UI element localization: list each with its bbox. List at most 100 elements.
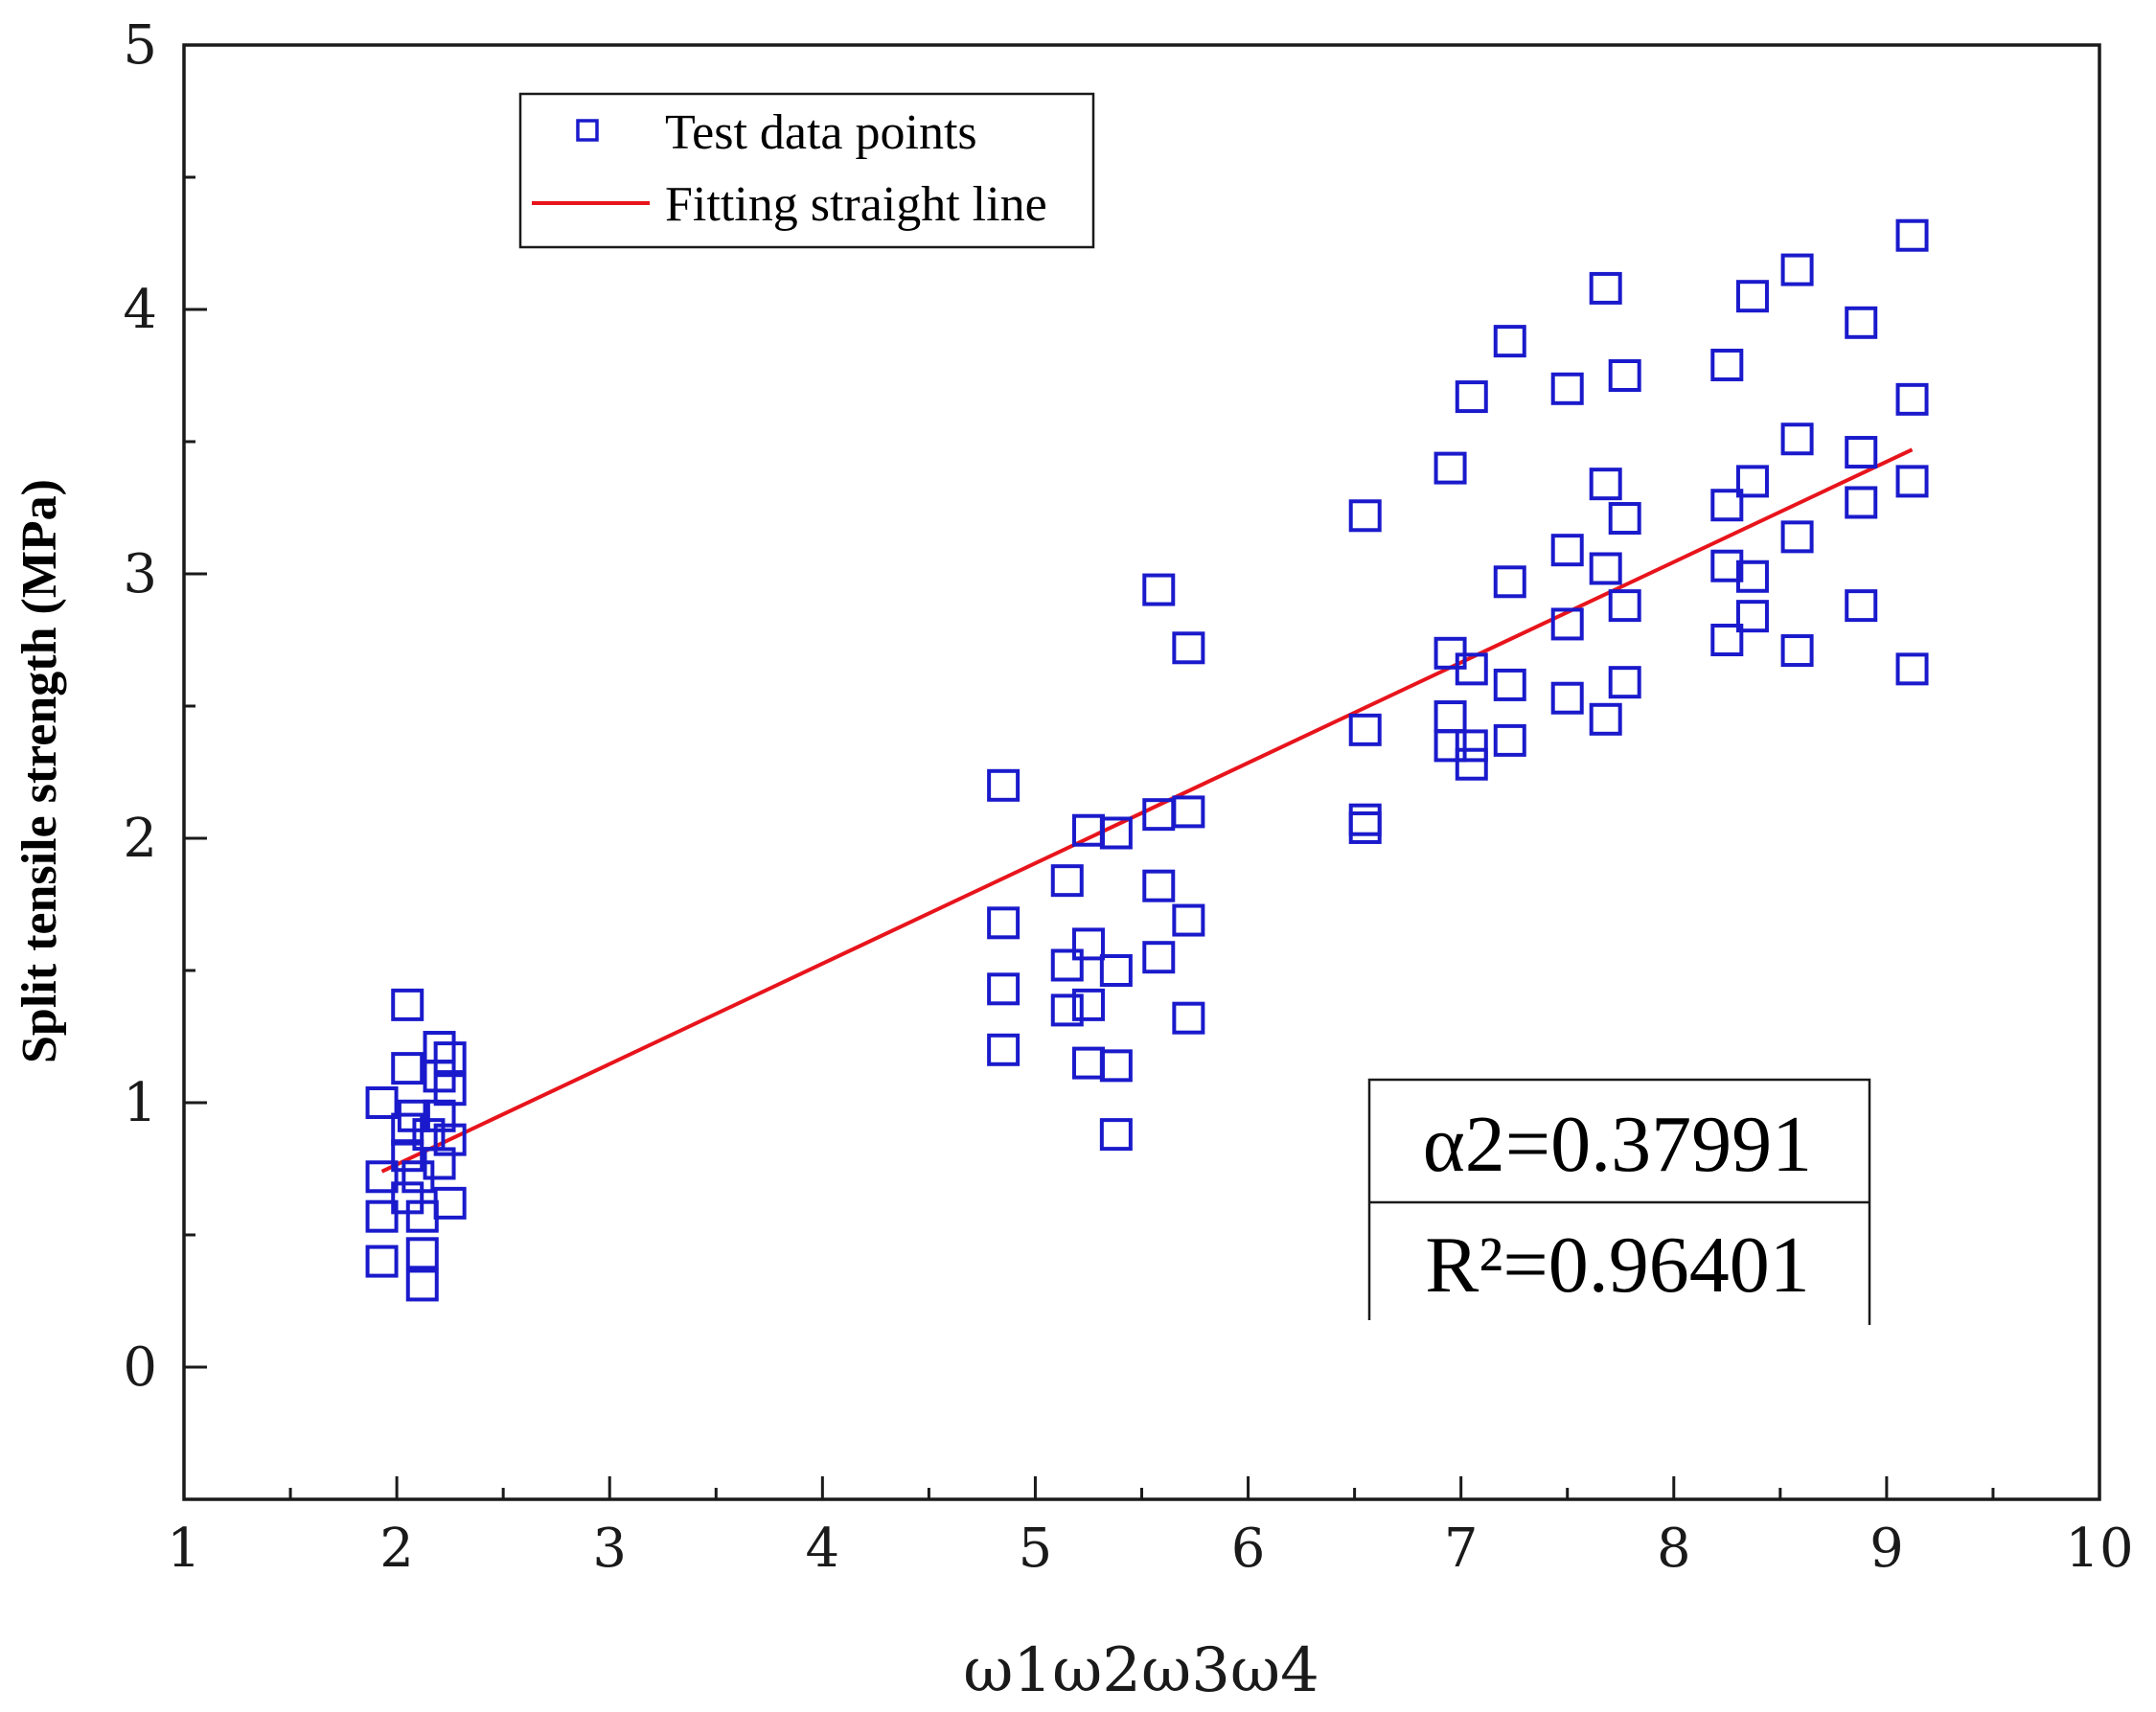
data-point bbox=[987, 972, 1021, 1006]
data-point bbox=[1845, 589, 1878, 623]
data-point bbox=[1735, 600, 1769, 633]
data-point bbox=[1608, 502, 1641, 536]
data-point bbox=[1589, 702, 1622, 736]
data-point bbox=[433, 1073, 467, 1107]
data-point bbox=[1780, 634, 1814, 668]
data-point bbox=[1434, 729, 1467, 763]
data-point bbox=[987, 906, 1021, 940]
x-tick-label: 1 bbox=[167, 1518, 201, 1580]
x-axis-ticks: 1 2 3 4 5 6 7 8 9 10 bbox=[167, 1476, 2134, 1580]
x-axis-title: ω1ω2ω3ω4 bbox=[963, 1635, 1319, 1706]
data-point bbox=[1895, 652, 1929, 686]
y-tick-label: 4 bbox=[123, 279, 157, 341]
data-point bbox=[1735, 280, 1769, 313]
legend-label-test-data: Test data points bbox=[665, 105, 977, 160]
data-point bbox=[423, 1099, 456, 1132]
data-point bbox=[1493, 723, 1526, 757]
data-point bbox=[987, 1033, 1021, 1066]
data-point bbox=[1845, 486, 1878, 519]
data-point bbox=[1710, 549, 1744, 582]
data-point bbox=[1172, 1001, 1205, 1035]
y-tick-label: 3 bbox=[123, 543, 157, 605]
data-point bbox=[1050, 993, 1084, 1027]
data-point bbox=[1895, 465, 1929, 498]
x-tick-label: 9 bbox=[1869, 1518, 1904, 1580]
legend-box bbox=[518, 92, 1095, 249]
data-point bbox=[1348, 810, 1382, 844]
data-point bbox=[1050, 864, 1084, 898]
data-point bbox=[1172, 631, 1205, 665]
data-point bbox=[1099, 1118, 1133, 1152]
data-point bbox=[365, 1160, 399, 1194]
data-point bbox=[1099, 954, 1133, 987]
data-point bbox=[1780, 422, 1814, 456]
legend: Test data points Fitting straight line bbox=[518, 92, 1095, 249]
data-point bbox=[1455, 652, 1488, 686]
x-tick-label: 8 bbox=[1657, 1518, 1691, 1580]
data-point bbox=[433, 1041, 467, 1075]
data-point bbox=[405, 1268, 439, 1302]
data-point bbox=[1493, 668, 1526, 701]
data-point bbox=[1589, 468, 1622, 501]
data-point bbox=[1608, 359, 1641, 392]
data-point bbox=[433, 1123, 467, 1156]
data-point bbox=[1099, 816, 1133, 850]
data-point bbox=[1895, 382, 1929, 416]
data-point bbox=[1493, 325, 1526, 358]
y-axis-title: Split tensile strength (MPa) bbox=[12, 479, 67, 1063]
data-point bbox=[1348, 499, 1382, 533]
y-tick-label: 5 bbox=[123, 14, 157, 77]
legend-label-fitting-line: Fitting straight line bbox=[665, 177, 1047, 232]
data-point bbox=[365, 1086, 399, 1119]
stats-r-squared-text: R²=0.96401 bbox=[1425, 1221, 1810, 1310]
data-point bbox=[1172, 903, 1205, 937]
x-tick-label: 10 bbox=[2065, 1518, 2133, 1580]
data-point bbox=[1142, 869, 1176, 902]
data-point bbox=[391, 1112, 424, 1146]
data-point bbox=[1589, 552, 1622, 585]
data-point bbox=[1780, 520, 1814, 554]
data-point bbox=[365, 1199, 399, 1233]
data-point bbox=[1780, 253, 1814, 286]
data-point bbox=[1608, 666, 1641, 699]
data-point bbox=[1710, 624, 1744, 656]
data-point bbox=[1710, 489, 1744, 522]
data-point bbox=[1455, 747, 1488, 781]
data-point bbox=[1550, 681, 1584, 715]
data-point bbox=[1172, 795, 1205, 829]
data-point bbox=[1710, 348, 1744, 381]
y-tick-label: 1 bbox=[123, 1072, 157, 1134]
data-point bbox=[391, 1052, 424, 1085]
data-point bbox=[1142, 941, 1176, 974]
data-point bbox=[391, 988, 424, 1021]
plot-frame bbox=[182, 43, 2101, 1501]
data-point bbox=[391, 1139, 424, 1173]
y-tick-label: 2 bbox=[123, 808, 157, 870]
x-tick-label: 4 bbox=[806, 1518, 840, 1580]
data-point bbox=[1550, 534, 1584, 567]
data-point bbox=[405, 1237, 439, 1270]
stats-box: α2=0.37991 R²=0.96401 bbox=[1367, 1078, 1871, 1325]
data-point bbox=[1142, 573, 1176, 606]
data-point bbox=[1493, 565, 1526, 599]
stats-alpha2-text: α2=0.37991 bbox=[1423, 1100, 1812, 1189]
data-point bbox=[1455, 380, 1488, 414]
data-point bbox=[987, 768, 1021, 802]
data-point bbox=[1050, 948, 1084, 982]
data-point bbox=[1589, 271, 1622, 305]
fit-line bbox=[380, 447, 1914, 1174]
data-point bbox=[1845, 306, 1878, 339]
data-point bbox=[1735, 559, 1769, 593]
data-point bbox=[1455, 729, 1488, 763]
data-point bbox=[1845, 436, 1878, 469]
x-tick-label: 2 bbox=[379, 1518, 414, 1580]
x-tick-label: 7 bbox=[1444, 1518, 1479, 1580]
x-tick-label: 3 bbox=[592, 1518, 627, 1580]
y-tick-label: 0 bbox=[123, 1336, 157, 1399]
data-point bbox=[1735, 465, 1769, 498]
data-point bbox=[405, 1199, 439, 1233]
data-point bbox=[1099, 1049, 1133, 1083]
data-point bbox=[1550, 607, 1584, 641]
